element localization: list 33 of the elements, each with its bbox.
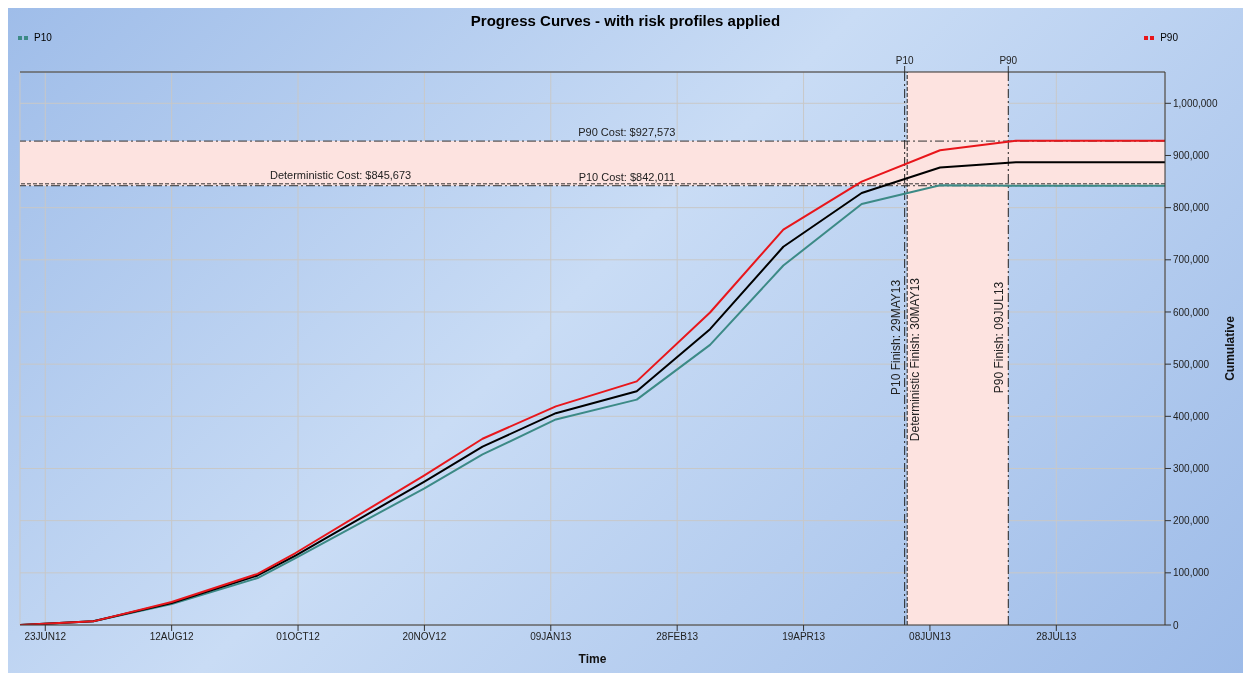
x-tick-label: 28JUL13 — [1036, 631, 1077, 643]
text: P10 — [895, 55, 914, 66]
legend-label: P10 — [34, 32, 52, 43]
y-tick-label: 600,000 — [1173, 306, 1210, 318]
x-axis-title: Time — [578, 652, 607, 666]
y-tick-label: 400,000 — [1173, 410, 1210, 422]
y-tick-label: 300,000 — [1173, 463, 1210, 475]
text: P90 — [999, 55, 1018, 66]
x-tick-label: 28FEB13 — [656, 631, 699, 643]
y-tick-label: 500,000 — [1173, 358, 1210, 370]
y-axis-title: Cumulative — [1223, 315, 1238, 381]
x-tick-label: 08JUN13 — [909, 631, 952, 643]
y-tick-label: 800,000 — [1173, 202, 1210, 214]
y-tick-label: 700,000 — [1173, 254, 1210, 266]
y-tick-label: 900,000 — [1173, 150, 1210, 162]
legend-label: P90 — [1160, 32, 1178, 43]
ref-line-label: P90 Finish: 09JUL13 — [992, 281, 1007, 394]
x-tick-label: 01OCT12 — [276, 631, 321, 643]
y-tick-label: 100,000 — [1173, 567, 1210, 579]
y-tick-label: 1,000,000 — [1173, 97, 1218, 109]
ref-line-label: P90 Cost: $927,573 — [578, 126, 676, 139]
y-tick-label: 200,000 — [1173, 515, 1210, 527]
chart-title: Progress Curves - with risk profiles applied — [469, 11, 782, 31]
y-tick-label: 0 — [1173, 619, 1179, 631]
x-tick-label: 12AUG12 — [149, 631, 195, 643]
x-tick-label: 20NOV12 — [402, 631, 447, 643]
ref-line-label: P10 Finish: 29MAY13 — [888, 279, 903, 396]
ref-line-label: Deterministic Finish: 30MAY13 — [908, 277, 923, 442]
x-tick-label: 19APR13 — [782, 631, 826, 643]
x-tick-label: 09JAN13 — [530, 631, 572, 643]
x-tick-label: 23JUN12 — [24, 631, 67, 643]
ref-line-label: P10 Cost: $842,011 — [578, 170, 676, 183]
ref-line-label: Deterministic Cost: $845,673 — [269, 168, 412, 181]
